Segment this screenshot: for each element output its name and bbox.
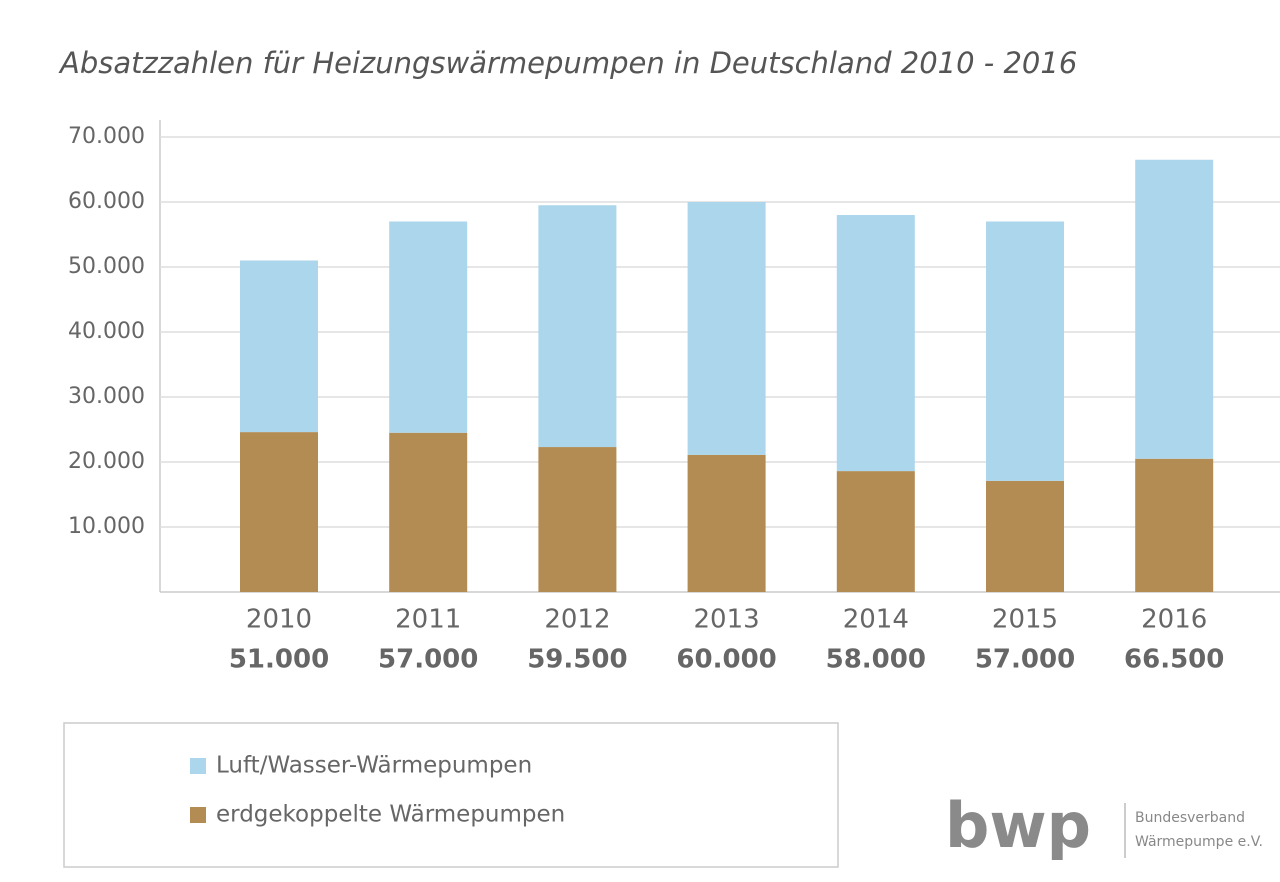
legend-box	[63, 722, 839, 868]
x-tick-label: 2011	[395, 605, 461, 635]
bar-segment	[389, 432, 468, 592]
total-label: 51.000	[229, 645, 329, 675]
bar-segment	[986, 221, 1064, 481]
y-tick-label: 60.000	[68, 189, 145, 214]
legend-swatch	[190, 758, 206, 774]
bar-segment	[240, 260, 318, 433]
bar-segment	[1135, 458, 1214, 592]
total-label: 58.000	[826, 645, 926, 675]
total-label: 66.500	[1124, 645, 1224, 675]
x-tick-label: 2012	[544, 605, 610, 635]
y-tick-label: 20.000	[68, 449, 145, 474]
legend-label: erdgekoppelte Wärmepumpen	[216, 802, 565, 828]
total-label: 57.000	[975, 645, 1075, 675]
x-tick-label: 2013	[694, 605, 760, 635]
total-label: 59.500	[527, 645, 627, 675]
x-tick-label: 2015	[992, 605, 1058, 635]
logo: bwp Bundesverband Wärmepumpe e.V.	[945, 789, 1263, 862]
bar-segment	[687, 454, 766, 592]
x-tick-label: 2016	[1141, 605, 1207, 635]
x-tick-label: 2010	[246, 605, 312, 635]
y-tick-label: 40.000	[68, 319, 145, 344]
total-label: 60.000	[676, 645, 776, 675]
bar-segment	[836, 471, 915, 592]
bar-segment	[986, 480, 1064, 592]
y-tick-label: 30.000	[68, 384, 145, 409]
total-label: 57.000	[378, 645, 478, 675]
bar-segment	[836, 215, 915, 472]
y-tick-label: 50.000	[68, 254, 145, 279]
logo-text: Bundesverband	[1135, 810, 1245, 826]
legend-swatch	[190, 807, 206, 823]
logo-text: Wärmepumpe e.V.	[1135, 834, 1263, 850]
logo-mark: bwp	[945, 789, 1091, 862]
bar-segment	[389, 221, 468, 433]
bar-segment	[538, 205, 617, 448]
bar-segment	[538, 447, 617, 592]
legend-label: Luft/Wasser-Wärmepumpen	[216, 753, 532, 779]
y-tick-label: 70.000	[68, 124, 145, 149]
bar-segment	[687, 202, 766, 455]
chart-title: Absatzzahlen für Heizungswärmepumpen in …	[58, 46, 1077, 80]
x-tick-label: 2014	[843, 605, 909, 635]
bar-segment	[1135, 159, 1214, 459]
bar-segment	[240, 432, 318, 592]
y-tick-label: 10.000	[68, 514, 145, 539]
